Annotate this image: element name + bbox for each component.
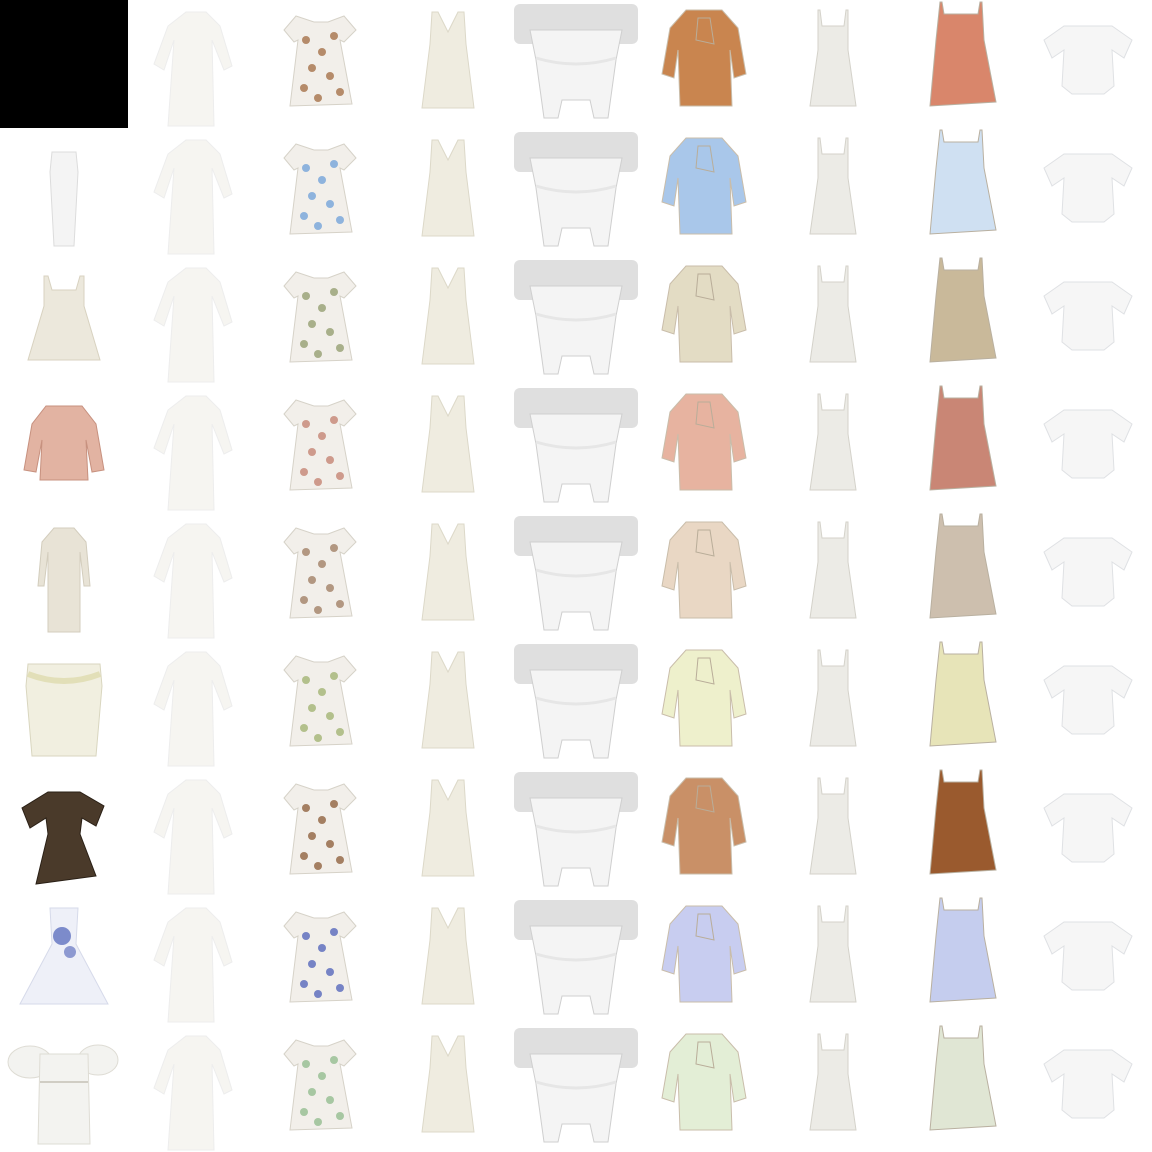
generated-garment-floral-puff-dress bbox=[256, 128, 384, 256]
generated-garment-slip-midi-dress bbox=[768, 1024, 896, 1152]
source-garment-long-sleeve-maxi bbox=[0, 512, 128, 640]
generated-garment-slip-midi-dress bbox=[768, 256, 896, 384]
generated-garment-off-shoulder-top bbox=[1024, 896, 1152, 1024]
generated-garment-long-sleeve-gown bbox=[128, 384, 256, 512]
generated-garment-long-sleeve-gown bbox=[128, 128, 256, 256]
generated-garment-strap-mini-dress bbox=[896, 1024, 1024, 1152]
generated-garment-corset-mannequin bbox=[512, 1024, 640, 1152]
generated-garment-corset-mannequin bbox=[512, 256, 640, 384]
generated-garment-strap-mini-dress bbox=[896, 768, 1024, 896]
generated-garment-bow-blouse-jacket bbox=[640, 384, 768, 512]
source-garment-blank bbox=[0, 0, 128, 128]
generated-garment-floral-puff-dress bbox=[256, 768, 384, 896]
generated-garment-v-neck-long-dress bbox=[384, 1024, 512, 1152]
generated-garment-long-sleeve-gown bbox=[128, 768, 256, 896]
generated-garment-v-neck-long-dress bbox=[384, 896, 512, 1024]
generated-garment-slip-midi-dress bbox=[768, 896, 896, 1024]
source-garment-ballgown bbox=[0, 896, 128, 1024]
source-garment-puff-sleeve-mini bbox=[0, 1024, 128, 1152]
generated-garment-v-neck-long-dress bbox=[384, 0, 512, 128]
generated-garment-off-shoulder-top bbox=[1024, 768, 1152, 896]
source-garment-ruffle-sleeve-dress bbox=[0, 768, 128, 896]
generated-garment-corset-mannequin bbox=[512, 0, 640, 128]
generated-garment-v-neck-long-dress bbox=[384, 768, 512, 896]
source-garment-peplum-jacket bbox=[0, 384, 128, 512]
generated-garment-slip-midi-dress bbox=[768, 0, 896, 128]
generated-garment-strap-mini-dress bbox=[896, 896, 1024, 1024]
generated-garment-bow-blouse-jacket bbox=[640, 896, 768, 1024]
generated-garment-strap-mini-dress bbox=[896, 512, 1024, 640]
generated-garment-corset-mannequin bbox=[512, 768, 640, 896]
generated-garment-corset-mannequin bbox=[512, 640, 640, 768]
generated-garment-bow-blouse-jacket bbox=[640, 128, 768, 256]
generated-garment-corset-mannequin bbox=[512, 512, 640, 640]
generated-garment-slip-midi-dress bbox=[768, 768, 896, 896]
generated-garment-strap-mini-dress bbox=[896, 384, 1024, 512]
generated-garment-off-shoulder-top bbox=[1024, 640, 1152, 768]
generated-garment-strap-mini-dress bbox=[896, 640, 1024, 768]
generated-garment-floral-puff-dress bbox=[256, 1024, 384, 1152]
generated-garment-off-shoulder-top bbox=[1024, 384, 1152, 512]
generated-garment-bow-blouse-jacket bbox=[640, 512, 768, 640]
generated-garment-slip-midi-dress bbox=[768, 384, 896, 512]
generated-garment-v-neck-long-dress bbox=[384, 256, 512, 384]
generated-garment-strap-mini-dress bbox=[896, 256, 1024, 384]
generated-garment-v-neck-long-dress bbox=[384, 128, 512, 256]
generated-garment-corset-mannequin bbox=[512, 128, 640, 256]
generated-garment-floral-puff-dress bbox=[256, 512, 384, 640]
generated-garment-v-neck-long-dress bbox=[384, 512, 512, 640]
generated-garment-slip-midi-dress bbox=[768, 512, 896, 640]
generated-garment-slip-midi-dress bbox=[768, 640, 896, 768]
generated-garment-long-sleeve-gown bbox=[128, 640, 256, 768]
generated-garment-bow-blouse-jacket bbox=[640, 0, 768, 128]
generated-garment-off-shoulder-top bbox=[1024, 128, 1152, 256]
generated-garment-floral-puff-dress bbox=[256, 384, 384, 512]
generated-garment-long-sleeve-gown bbox=[128, 256, 256, 384]
generated-garment-long-sleeve-gown bbox=[128, 0, 256, 128]
generated-garment-floral-puff-dress bbox=[256, 896, 384, 1024]
generated-garment-v-neck-long-dress bbox=[384, 640, 512, 768]
generated-garment-off-shoulder-top bbox=[1024, 1024, 1152, 1152]
generated-garment-bow-blouse-jacket bbox=[640, 1024, 768, 1152]
generated-garment-bow-blouse-jacket bbox=[640, 256, 768, 384]
source-garment-draped-bodice-dress bbox=[0, 640, 128, 768]
generated-garment-strap-mini-dress bbox=[896, 128, 1024, 256]
generated-garment-bow-blouse-jacket bbox=[640, 768, 768, 896]
generated-garment-long-sleeve-gown bbox=[128, 512, 256, 640]
generated-garment-long-sleeve-gown bbox=[128, 896, 256, 1024]
generated-garment-floral-puff-dress bbox=[256, 640, 384, 768]
generated-garment-long-sleeve-gown bbox=[128, 1024, 256, 1152]
generated-garment-floral-puff-dress bbox=[256, 0, 384, 128]
source-garment-column-dress bbox=[0, 128, 128, 256]
generated-garment-strap-mini-dress bbox=[896, 0, 1024, 128]
generated-garment-v-neck-long-dress bbox=[384, 384, 512, 512]
generated-garment-off-shoulder-top bbox=[1024, 0, 1152, 128]
generated-garment-floral-puff-dress bbox=[256, 256, 384, 384]
source-garment-sundress bbox=[0, 256, 128, 384]
generated-garment-slip-midi-dress bbox=[768, 128, 896, 256]
generated-garment-corset-mannequin bbox=[512, 384, 640, 512]
generated-garment-off-shoulder-top bbox=[1024, 256, 1152, 384]
generated-garment-off-shoulder-top bbox=[1024, 512, 1152, 640]
generated-garment-corset-mannequin bbox=[512, 896, 640, 1024]
generated-garment-bow-blouse-jacket bbox=[640, 640, 768, 768]
